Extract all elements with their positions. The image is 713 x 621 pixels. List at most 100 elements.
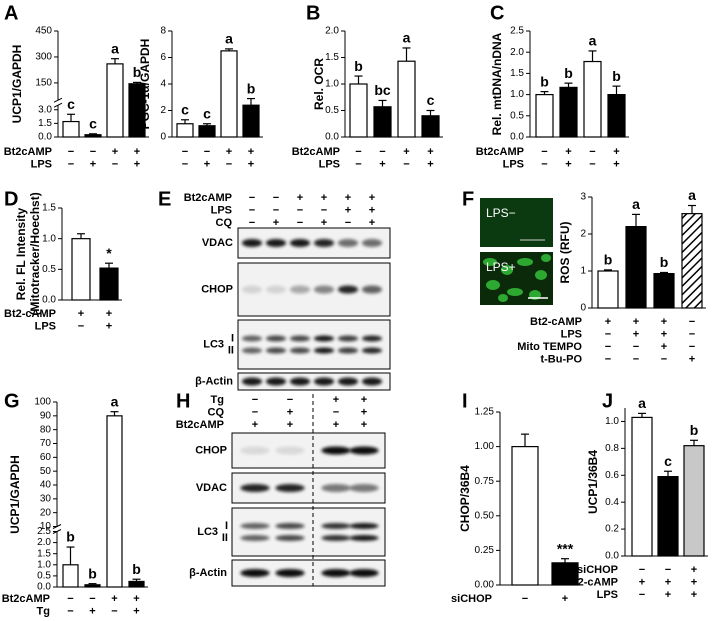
bar [242,104,260,138]
band [337,347,359,354]
y-axis-label: ROS (RFU) [558,222,572,284]
band [241,239,263,247]
y-tick-label: 300 [35,52,52,63]
band [361,285,383,294]
band [321,535,351,541]
condition-sign: + [361,419,367,431]
band-form: I [225,520,228,532]
band [349,484,379,492]
bar [106,63,124,138]
condition-sign: + [691,589,697,601]
y-tick-label: 0.8 [605,443,619,454]
y-tick-label: 1 [580,266,586,277]
y-tick-label: 0 [580,303,586,314]
y-tick-label: 100 [34,397,51,408]
y-tick-label: 2.0 [325,26,339,37]
condition-sign: − [287,394,293,406]
condition-sign: + [133,593,139,605]
band [240,523,270,529]
condition-sign: + [369,217,375,229]
bar [421,115,440,138]
condition-name: LPS [561,328,582,340]
condition-sign: − [297,204,303,216]
y-tick-label: 0.0 [42,295,56,306]
y-tick-label: 50 [40,466,52,477]
condition-sign: + [427,158,433,170]
y-tick-label: 90 [40,410,52,421]
band [313,335,335,342]
y-axis-label: UCP1/GAPDH [8,455,22,534]
band [241,347,263,354]
y-tick-label: 6 [160,52,166,63]
condition-name: CQ [216,217,233,229]
band [337,239,359,247]
significance-label: a [638,395,646,411]
bar [597,270,619,309]
condition-sign: − [605,328,611,340]
band [337,377,359,386]
condition-sign: + [204,158,210,170]
condition-name: Bt2cAMP [476,146,524,158]
condition-sign: + [665,589,671,601]
axis-break [53,97,63,103]
bar [84,584,101,588]
y-tick-label: 1.0 [42,233,56,244]
condition-sign: − [111,605,117,617]
band [349,569,379,577]
y-tick-label: 0.0 [510,132,524,143]
y-tick-label: 0.0 [38,132,52,143]
condition-sign: + [273,217,279,229]
significance-label: a [111,40,119,56]
band [349,446,379,455]
band [313,347,335,354]
bar [397,60,416,138]
y-tick-label: 0.6 [605,470,619,481]
band [289,347,311,354]
y-tick-label: 80 [40,424,52,435]
condition-sign: + [605,316,611,328]
condition-sign: − [639,564,645,576]
condition-sign: + [369,204,375,216]
significance-label: c [67,96,75,112]
y-tick-label: 30 [40,493,52,504]
band [240,446,270,455]
y-tick-label: 1.5 [510,68,524,79]
condition-sign: − [182,158,188,170]
significance-label: a [111,393,119,409]
band [241,335,263,342]
panel-label: A [4,2,18,24]
condition-sign: − [589,158,595,170]
panel-label: I [462,390,468,412]
condition-sign: + [633,316,639,328]
band [240,535,270,541]
condition-sign: − [68,146,74,158]
condition-sign: + [111,593,117,605]
bar [681,213,703,309]
condition-name: Bt2-cAMP [530,316,582,328]
significance-label: bc [374,82,391,98]
bar [373,106,392,138]
condition-sign: + [248,158,254,170]
condition-name: Bt2-cAMP [4,308,56,320]
y-tick-label: 0.5 [37,571,51,582]
y-tick-label: 20 [40,507,52,518]
condition-sign: + [134,146,140,158]
significance-label: b [540,73,549,89]
panel-label: C [490,2,504,24]
significance-label: a [589,33,597,49]
band [275,484,305,492]
band [361,377,383,386]
condition-sign: − [541,158,547,170]
bar [657,476,679,557]
condition-name: LPS [597,589,618,601]
band [321,523,351,529]
bar [631,416,653,557]
condition-name: LPS [503,158,524,170]
bar [220,50,238,138]
condition-name: LPS [319,158,340,170]
condition-sign: − [633,341,639,353]
condition-sign: + [287,406,293,418]
condition-sign: + [661,328,667,340]
micrograph-lps-neg [480,198,553,247]
